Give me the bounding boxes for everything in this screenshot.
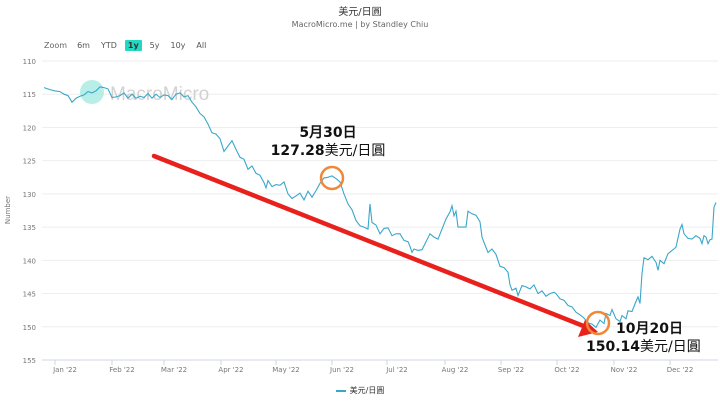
trend-arrow-shaft bbox=[151, 153, 589, 330]
x-tick-label: Nov '22 bbox=[611, 366, 638, 374]
watermark: MacroMicro bbox=[80, 80, 209, 105]
range-button-1y[interactable]: 1y bbox=[124, 40, 142, 51]
y-tick-label: 110 bbox=[23, 58, 36, 66]
series-line-usdjpy[interactable] bbox=[43, 86, 717, 329]
gridlines bbox=[42, 60, 718, 361]
x-tick-label: Jan '22 bbox=[52, 366, 77, 374]
watermark-text: MacroMicro bbox=[110, 84, 209, 105]
annotation-oct20-unit: 美元/日圓 bbox=[640, 339, 701, 355]
chart-title: 美元/日圓 bbox=[338, 7, 382, 18]
y-tick-label: 115 bbox=[23, 91, 36, 99]
annotation-may30-unit: 美元/日圓 bbox=[324, 143, 386, 159]
x-tick-label: Feb '22 bbox=[109, 366, 134, 374]
range-button-10y[interactable]: 10y bbox=[170, 41, 186, 50]
x-tick-label: Jun '22 bbox=[329, 366, 354, 374]
range-button-ytd[interactable]: YTD bbox=[100, 41, 117, 50]
y-tick-label: 155 bbox=[23, 357, 36, 365]
range-button-5y[interactable]: 5y bbox=[149, 41, 160, 50]
annotation-oct20-value-line: 150.14美元/日圓 bbox=[586, 338, 720, 356]
x-tick-label: Sep '22 bbox=[498, 366, 524, 374]
y-tick-label: 130 bbox=[23, 191, 36, 199]
annotation-oct20-value: 150.14 bbox=[586, 339, 641, 355]
highlight-circle-may30 bbox=[319, 165, 345, 191]
y-tick-label: 140 bbox=[23, 257, 36, 265]
x-tick-label: May '22 bbox=[272, 366, 300, 374]
x-tick-label: Apr '22 bbox=[218, 366, 243, 374]
x-tick-label: Oct '22 bbox=[554, 366, 579, 374]
legend: 美元/日圓 bbox=[0, 385, 720, 396]
annotation-oct20-date: 10月20日 bbox=[616, 321, 683, 337]
y-tick-label: 150 bbox=[23, 324, 36, 332]
legend-swatch bbox=[335, 389, 346, 392]
x-axis-ticks: Jan '22 Feb '22 Mar '22 Apr '22 May '22 Jun '… bbox=[52, 360, 693, 374]
y-axis-ticks: 110 115 120 125 130 135 140 145 150 155 bbox=[23, 58, 36, 365]
annotation-oct20: 10月20日 150.14美元/日圓 bbox=[586, 320, 720, 356]
range-button-all[interactable]: All bbox=[196, 41, 207, 50]
trend-arrow bbox=[151, 153, 598, 337]
chart-subtitle: MacroMicro.me | by Standley Chiu bbox=[291, 20, 429, 29]
x-tick-label: Aug '22 bbox=[442, 366, 469, 374]
zoom-label: Zoom bbox=[44, 41, 68, 50]
highlight-circle-oct20 bbox=[585, 310, 611, 336]
annotation-may30-date: 5月30日 bbox=[299, 125, 357, 141]
x-tick-label: Jul '22 bbox=[385, 366, 408, 374]
range-button-6m[interactable]: 6m bbox=[77, 41, 90, 50]
y-tick-label: 125 bbox=[23, 158, 36, 166]
y-tick-label: 135 bbox=[23, 224, 36, 232]
y-tick-label: 120 bbox=[23, 124, 36, 132]
annotation-may30: 5月30日 127.28美元/日圓 bbox=[258, 124, 398, 160]
range-selector: Zoom 6m YTD 1y 5y 10y All bbox=[44, 40, 214, 51]
watermark-logo-icon bbox=[80, 80, 104, 104]
annotation-may30-value-line: 127.28美元/日圓 bbox=[258, 142, 398, 160]
y-tick-label: 145 bbox=[23, 291, 36, 299]
legend-item-usdjpy[interactable]: 美元/日圓 bbox=[349, 386, 385, 395]
x-tick-label: Dec '22 bbox=[667, 366, 694, 374]
annotation-may30-value: 127.28 bbox=[270, 143, 325, 159]
x-tick-label: Mar '22 bbox=[161, 366, 187, 374]
